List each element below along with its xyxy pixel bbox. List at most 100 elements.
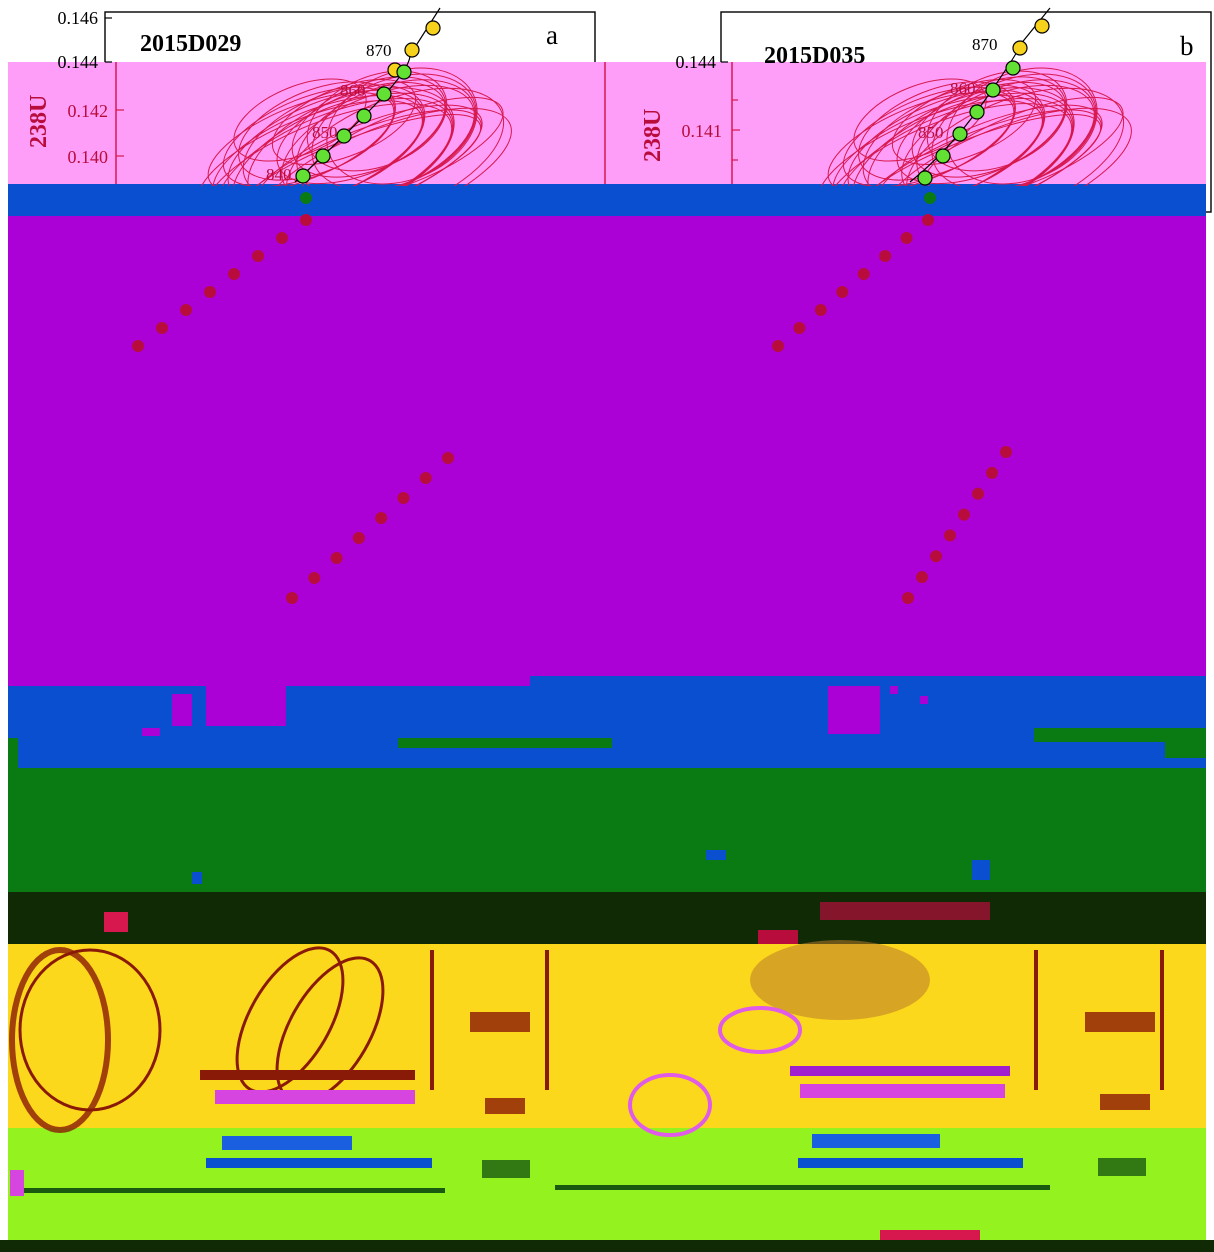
panel-b-y-axis-label: 238U — [640, 109, 666, 162]
panel-b-error-ellipse — [922, 96, 1124, 186]
panel-a-error-ellipse — [227, 89, 425, 186]
panel-a-error-ellipse — [201, 103, 453, 186]
band-purple — [8, 216, 1206, 686]
panel-a-age-label: 850 — [312, 123, 338, 142]
panel-a-error-ellipse — [302, 96, 504, 186]
panel-a-age-label: 860 — [340, 81, 366, 100]
panel-b-lower-dot — [972, 487, 984, 500]
panel-b-lower-dot — [944, 529, 956, 542]
panel-a-age-label: 840 — [266, 165, 292, 184]
panel-a-concordia-points — [295, 20, 441, 184]
panel-a-y-tick: 0.144 — [58, 52, 99, 72]
panel-b-lower-dot — [1000, 446, 1012, 458]
panel-a-concordia-point — [376, 86, 392, 102]
panel-a-band-point — [300, 192, 312, 204]
dotted-trend-lines — [132, 214, 1012, 604]
panel-b-age-label: 870 — [972, 35, 998, 54]
panel-a-error-ellipse — [212, 94, 424, 186]
panel-b-lower-dot — [986, 466, 998, 479]
panel-a-error-ellipse — [285, 87, 505, 186]
panel-b-sample-title: 2015D035 — [764, 43, 865, 69]
panel-b-upper-dot — [814, 304, 827, 316]
panel-a-y-tick: 0.142 — [68, 101, 109, 121]
panel-b-error-ellipse — [837, 97, 1073, 186]
panel-a-error-ellipse — [197, 100, 423, 186]
panel-b-upper-dot — [857, 268, 870, 280]
panel-b-error-ellipse — [873, 104, 1103, 186]
band-lime — [8, 1128, 1206, 1240]
panel-a-letter: a — [546, 20, 558, 50]
panel-b-lower-dot — [958, 508, 970, 521]
lower-panels-artifacts — [9, 860, 1164, 1240]
panel-a-lower-dot — [286, 592, 298, 604]
panel-a-concordia-point — [295, 168, 311, 184]
panel-a-y-tick: 0.140 — [68, 147, 109, 167]
panel-b-error-ellipse — [891, 79, 1037, 165]
panel-b-concordia-point — [917, 170, 933, 186]
panel-a-error-ellipse — [271, 79, 417, 165]
panel-a-y-tick: 0.146 — [58, 8, 99, 28]
panel-a-upper-dot — [204, 286, 216, 298]
panel-a-age-label: 870 — [366, 41, 392, 60]
panel-a-error-ellipse — [233, 78, 367, 162]
panel-a-lower-dot — [397, 492, 410, 504]
panel-b-age-label: 860 — [950, 79, 976, 98]
panel-a-concordia-point — [396, 64, 412, 80]
panel-b-error-ellipse — [901, 84, 1095, 186]
panel-a-sample-title: 2015D029 — [140, 31, 241, 57]
panel-b-concordia-point — [952, 126, 968, 142]
band-green — [8, 768, 1206, 892]
panel-a-lower-dot — [352, 532, 365, 544]
panel-a-upper-dot — [300, 214, 312, 226]
panel-b-concordia-point — [1005, 60, 1021, 76]
panel-a-lower-dot — [419, 472, 432, 484]
band-dark — [8, 892, 1206, 944]
panel-b-error-ellipse — [853, 78, 987, 162]
panel-b-upper-dot — [793, 322, 806, 334]
panel-a-error-ellipse — [207, 91, 395, 186]
panel-a-concordia-curve — [294, 7, 441, 183]
panel-b-error-ellipse — [832, 94, 1044, 186]
panel-b-lower-dot — [916, 571, 928, 584]
panel-b-upper-dot — [836, 286, 849, 298]
panel-b-lower-dot — [902, 592, 914, 604]
panel-a-concordia-point — [336, 128, 352, 144]
panel-b-error-ellipses — [817, 67, 1132, 186]
panel-b-concordia-points — [917, 18, 1050, 186]
panel-b-concordia-point — [969, 104, 985, 120]
panel-b-upper-dot — [879, 250, 892, 262]
panel-b-error-ellipse — [905, 87, 1125, 186]
panel-b-error-ellipse — [827, 91, 1015, 186]
panel-b-error-ellipse — [852, 92, 1074, 186]
panel-a-lower-dot — [375, 512, 388, 524]
panel-b-error-ellipse — [817, 100, 1043, 186]
panel-a-concordia-point — [356, 108, 372, 124]
panel-b-error-ellipse — [896, 81, 1066, 185]
panel-a-concordia-point — [315, 148, 331, 164]
panel-b-concordia-point — [985, 82, 1001, 98]
panel-b-y-tick: 0.141 — [682, 121, 723, 141]
panel-b-band-point — [924, 192, 936, 204]
panel-a-error-ellipse — [276, 81, 446, 185]
band-pink — [8, 62, 1206, 184]
panel-b-lower-dot — [930, 550, 942, 563]
panel-b-age-label: 850 — [918, 123, 944, 142]
panel-b-letter: b — [1180, 31, 1194, 61]
panel-a-y-axis-label: 238U — [26, 95, 52, 148]
panel-b-concordia-point — [1034, 18, 1050, 34]
panel-a-upper-dot — [228, 268, 240, 280]
panel-b-upper-dot — [922, 214, 934, 226]
panel-b-concordia-point — [1012, 40, 1028, 56]
panel-a-error-ellipse — [217, 97, 453, 186]
panel-a-error-ellipse — [281, 84, 475, 186]
panel-a-concordia-point — [425, 20, 441, 36]
panel-a-upper-dot — [252, 250, 264, 262]
panel-a-lower-dot — [330, 552, 343, 564]
panel-b-upper-dot — [772, 340, 784, 352]
band-yellow — [8, 944, 1206, 1128]
panel-a-lower-dot — [308, 572, 321, 584]
panel-a-error-ellipse — [232, 92, 454, 186]
panel-b-error-ellipse — [821, 103, 1073, 186]
